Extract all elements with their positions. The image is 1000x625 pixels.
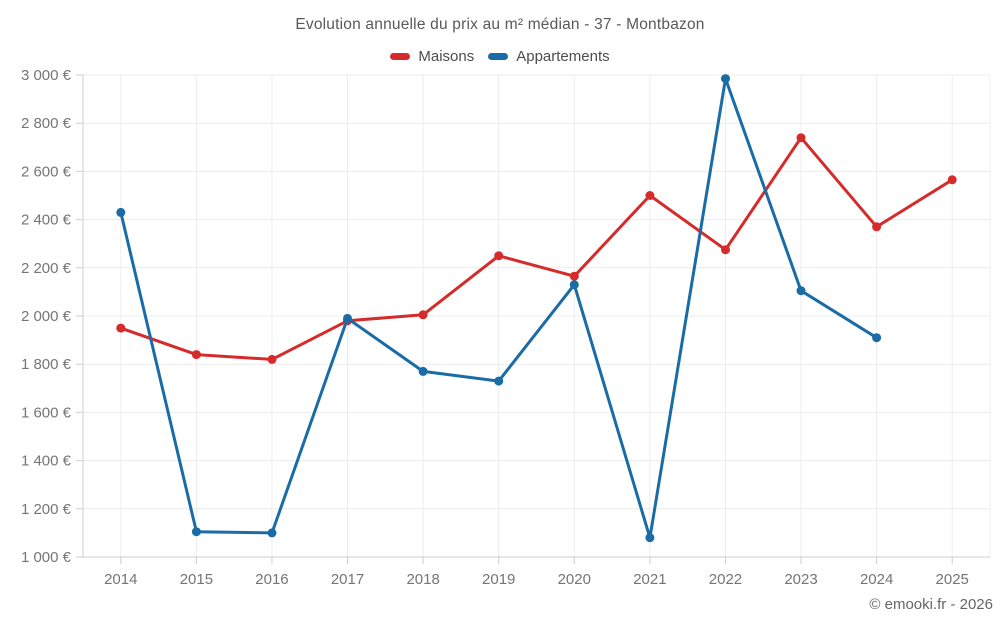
data-point-maisons-2023[interactable] bbox=[796, 133, 806, 143]
x-axis-label: 2022 bbox=[709, 571, 742, 588]
data-point-maisons-2022[interactable] bbox=[721, 245, 730, 255]
legend-label-maisons: Maisons bbox=[418, 48, 475, 65]
legend-item-maisons[interactable]: Maisons bbox=[390, 48, 474, 65]
data-point-maisons-2016[interactable] bbox=[267, 354, 277, 364]
x-axis-label: 2021 bbox=[633, 571, 666, 588]
data-point-appartements-2020[interactable] bbox=[569, 280, 579, 290]
data-point-maisons-2018[interactable] bbox=[418, 310, 428, 320]
x-axis-label: 2016 bbox=[255, 571, 288, 588]
x-axis-label: 2020 bbox=[558, 571, 591, 588]
data-point-appartements-2016[interactable] bbox=[267, 528, 277, 538]
data-point-appartements-2021[interactable] bbox=[645, 533, 655, 543]
appartements-swatch-icon bbox=[488, 53, 509, 60]
x-axis-label: 2017 bbox=[331, 571, 364, 588]
data-point-appartements-2022[interactable] bbox=[721, 74, 730, 84]
y-axis-label: 1 200 € bbox=[21, 501, 72, 518]
footer-credit: © emooki.fr - 2026 bbox=[869, 596, 993, 613]
data-point-maisons-2015[interactable] bbox=[191, 350, 201, 360]
data-point-appartements-2017[interactable] bbox=[343, 313, 352, 323]
series-line-maisons bbox=[119, 136, 954, 361]
x-axis-label: 2024 bbox=[860, 571, 893, 588]
chart-title: Evolution annuelle du prix au m² médian … bbox=[295, 16, 705, 33]
data-point-maisons-2021[interactable] bbox=[645, 191, 655, 200]
data-point-appartements-2014[interactable] bbox=[116, 207, 126, 217]
y-axis-label: 1 600 € bbox=[21, 404, 72, 421]
y-axis-label: 2 400 € bbox=[21, 212, 72, 229]
data-point-appartements-2015[interactable] bbox=[191, 527, 201, 537]
y-axis-label: 1 400 € bbox=[21, 453, 72, 470]
legend-item-appartements[interactable]: Appartements bbox=[488, 48, 610, 65]
y-axis-label: 1 800 € bbox=[21, 356, 72, 373]
data-point-maisons-2019[interactable] bbox=[494, 251, 504, 261]
data-point-appartements-2024[interactable] bbox=[872, 333, 882, 343]
chart-legend: Maisons Appartements bbox=[0, 48, 1000, 65]
x-axis-label: 2019 bbox=[482, 571, 515, 588]
data-point-maisons-2025[interactable] bbox=[947, 175, 957, 185]
y-axis-label: 2 200 € bbox=[21, 260, 72, 277]
y-axis-label: 2 800 € bbox=[21, 115, 72, 132]
data-point-appartements-2023[interactable] bbox=[796, 286, 806, 296]
x-axis-label: 2014 bbox=[104, 571, 137, 588]
x-axis-label: 2015 bbox=[180, 571, 213, 588]
data-point-maisons-2020[interactable] bbox=[569, 271, 579, 281]
legend-label-appartements: Appartements bbox=[516, 48, 610, 65]
x-axis-label: 2025 bbox=[936, 571, 969, 588]
x-axis-label: 2023 bbox=[784, 571, 817, 588]
y-axis-label: 2 600 € bbox=[21, 163, 72, 180]
data-point-appartements-2018[interactable] bbox=[418, 366, 428, 376]
data-point-maisons-2014[interactable] bbox=[116, 323, 126, 333]
data-point-maisons-2024[interactable] bbox=[872, 222, 882, 232]
x-axis-label: 2018 bbox=[406, 571, 439, 588]
y-axis-label: 2 000 € bbox=[21, 308, 72, 325]
y-axis-label: 1 000 € bbox=[21, 549, 72, 566]
y-axis-label: 3 000 € bbox=[21, 67, 72, 84]
maisons-swatch-icon bbox=[390, 53, 411, 60]
data-point-appartements-2019[interactable] bbox=[494, 376, 504, 386]
